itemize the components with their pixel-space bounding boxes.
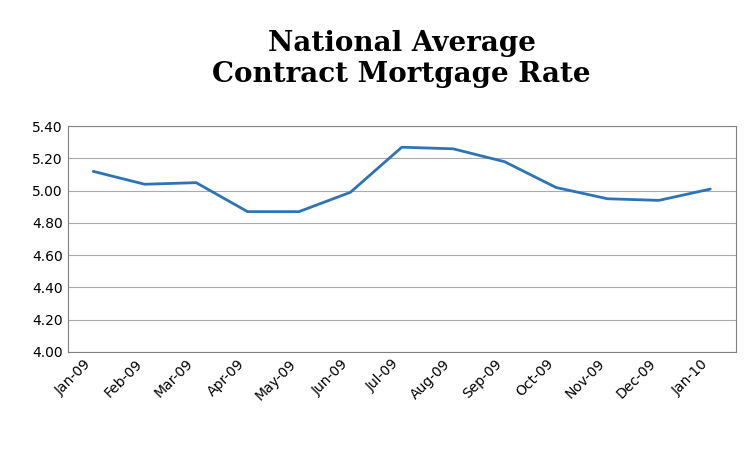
Text: National Average
Contract Mortgage Rate: National Average Contract Mortgage Rate <box>213 29 591 88</box>
